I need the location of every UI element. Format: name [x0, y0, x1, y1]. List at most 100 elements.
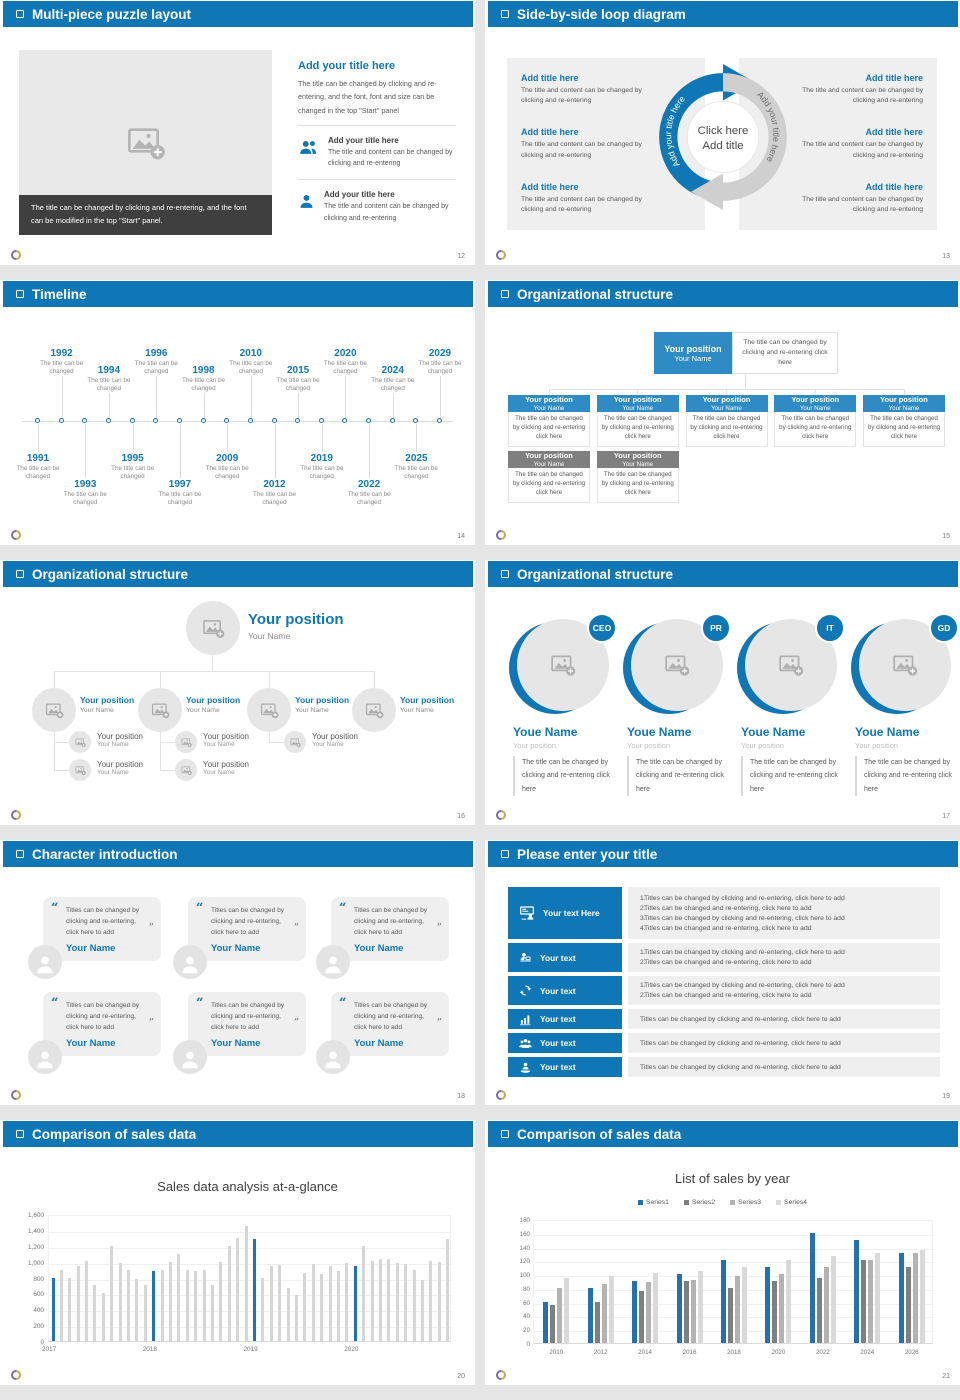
- item-text: Titles can be changed and re-entering, c…: [644, 959, 812, 966]
- gridline: [534, 1289, 934, 1291]
- legend-item: Series1: [637, 1199, 669, 1206]
- list-row-label-box[interactable]: Your text: [508, 1057, 622, 1077]
- name-label: Your Name: [203, 769, 235, 776]
- bar: [135, 1279, 139, 1341]
- name-label: Your Name: [354, 1037, 404, 1049]
- name-label: Your Name: [97, 769, 129, 776]
- image-placeholder[interactable]: The title can be changed by clicking and…: [19, 50, 272, 235]
- page-number: 18: [457, 1093, 465, 1100]
- connector: [160, 671, 161, 688]
- slide-timeline[interactable]: Timeline 1991 The title can be changed 199…: [0, 280, 475, 545]
- y-axis-label: 80: [523, 1285, 530, 1293]
- close-quote-icon: ”: [436, 923, 442, 933]
- bar: [690, 1279, 696, 1343]
- slide-title: Organizational structure: [517, 566, 674, 582]
- slide-sales-chart-monthly[interactable]: Comparison of sales data Sales data anal…: [0, 1120, 475, 1385]
- timeline-event: 1998 The title can be changed: [178, 365, 230, 393]
- avatar-small[interactable]: [69, 759, 91, 781]
- bar: [912, 1253, 918, 1343]
- slide-loop-diagram[interactable]: Side-by-side loop diagram Add title here…: [485, 0, 960, 265]
- name-label: Your Name: [622, 460, 654, 468]
- list-row-label-box[interactable]: Your text: [508, 1033, 622, 1053]
- avatar[interactable]: [247, 688, 291, 732]
- org-card: Your position Your Name The title can be c…: [863, 395, 945, 447]
- bar: [127, 1270, 131, 1341]
- timeline-stem: [132, 424, 134, 452]
- slide-org-structure-boxes[interactable]: Organizational structure Your position Y…: [485, 280, 960, 545]
- bar: [269, 1265, 273, 1341]
- list-row-label-box[interactable]: Your text: [508, 976, 622, 1005]
- timeline-caption: The title can be changed: [394, 465, 438, 481]
- timeline-caption: The title can be changed: [134, 360, 178, 376]
- avatar[interactable]: IT: [737, 613, 845, 714]
- y-axis-label: 160: [519, 1230, 530, 1238]
- slide-sales-chart-yearly[interactable]: Comparison of sales data List of sales b…: [485, 1120, 960, 1385]
- slide-puzzle-layout[interactable]: Multi-piece puzzle layout The title can …: [0, 0, 475, 265]
- slide-org-structure-circles[interactable]: Organizational structure CEO Youe Name Y…: [485, 560, 960, 825]
- name-label: Your Name: [203, 741, 235, 748]
- slide-org-structure-tree[interactable]: Organizational structure Your position Y…: [0, 560, 475, 825]
- logo-icon: [11, 530, 21, 540]
- position-label: Your position: [880, 395, 928, 404]
- avatar[interactable]: GD: [851, 613, 959, 714]
- bar: [303, 1272, 307, 1341]
- bar: [261, 1277, 265, 1341]
- list-row-label-box[interactable]: Your text: [508, 943, 622, 972]
- position-label: Your position: [203, 760, 249, 769]
- list-body: Your text Here 1. Titles can be changed b…: [485, 867, 960, 1105]
- x-axis-label: 2016: [682, 1349, 697, 1356]
- legend-label: Series1: [645, 1199, 669, 1206]
- bar: [118, 1263, 122, 1341]
- list-row-items: Titles can be changed by clicking and re…: [628, 1057, 940, 1077]
- timeline-event: 1992 The title can be changed: [36, 348, 88, 376]
- loop-cycle-icon[interactable]: Add your title here Add your title here …: [647, 61, 799, 213]
- org-root-blue-box: Your position Your Name: [654, 332, 732, 374]
- item-number: 1.: [640, 982, 646, 989]
- y-axis-label: 0: [40, 1339, 44, 1346]
- timeline-event: 2020 The title can be changed: [319, 348, 371, 376]
- avatar-small[interactable]: [175, 759, 197, 781]
- slide-character-introduction[interactable]: Character introduction “ ” Titles can be c…: [0, 840, 475, 1105]
- y-axis-label: 20: [523, 1327, 530, 1335]
- avatar-small[interactable]: [69, 731, 91, 753]
- slide-enter-your-title[interactable]: Please enter your title Your text Here 1…: [485, 840, 960, 1105]
- open-quote-icon: “: [339, 996, 347, 1011]
- avatar-small[interactable]: [284, 731, 306, 753]
- avatar[interactable]: [186, 601, 240, 655]
- timeline-caption: The title can be changed: [16, 465, 60, 481]
- bar: [294, 1295, 298, 1341]
- open-quote-icon: “: [196, 996, 204, 1011]
- position-label: Your position: [513, 741, 557, 750]
- avatar[interactable]: CEO: [509, 613, 617, 714]
- timeline-caption: The title can be changed: [205, 465, 249, 481]
- timeline-year: 1992: [50, 348, 73, 359]
- avatar[interactable]: [138, 688, 182, 732]
- bar: [875, 1253, 881, 1343]
- avatar[interactable]: [32, 688, 76, 732]
- bar: [646, 1282, 652, 1343]
- slide-header: Please enter your title: [488, 841, 958, 867]
- slide-title: Organizational structure: [517, 286, 674, 302]
- avatar[interactable]: PR: [623, 613, 731, 714]
- list-row-label-box[interactable]: Your text: [508, 1009, 622, 1029]
- timeline-year: 2012: [263, 479, 286, 490]
- bar: [550, 1305, 556, 1343]
- gridline: [49, 1295, 452, 1297]
- square-bullet-icon: [16, 1130, 24, 1138]
- timeline-node: [342, 418, 348, 423]
- item-text: Titles can be changed and re-entering, c…: [644, 992, 812, 999]
- connector: [54, 742, 69, 743]
- timeline-year: 1993: [74, 479, 97, 490]
- timeline-year: 1994: [97, 365, 121, 376]
- avatar[interactable]: [352, 688, 396, 732]
- slide-title: Please enter your title: [517, 846, 658, 862]
- avatar-small[interactable]: [175, 731, 197, 753]
- image-icon: [151, 701, 170, 720]
- list-row-label-box[interactable]: Your text Here: [508, 887, 622, 939]
- timeline-caption: The title can be changed: [63, 491, 107, 507]
- row-label: Your text: [540, 985, 576, 996]
- position-label: Your position: [855, 741, 899, 750]
- logo-icon: [496, 530, 506, 540]
- item-number: 2.: [640, 904, 646, 912]
- bar: [345, 1263, 349, 1341]
